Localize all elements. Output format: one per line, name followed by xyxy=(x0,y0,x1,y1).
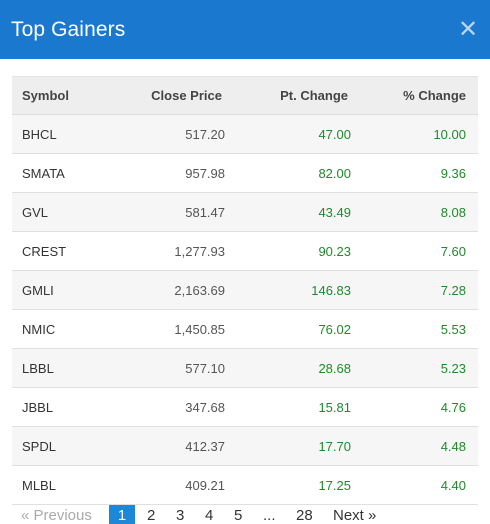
table-row[interactable]: LBBL 577.10 28.68 5.23 xyxy=(12,348,478,388)
modal-title: Top Gainers xyxy=(11,17,126,41)
cell-symbol: GMLI xyxy=(22,282,54,298)
cell-close-price: 1,277.93 xyxy=(174,243,225,259)
cell-pct-change: 4.48 xyxy=(440,438,466,454)
cell-close-price: 1,450.85 xyxy=(174,321,225,337)
page-link-3[interactable]: 3 xyxy=(176,507,185,524)
previous-page-link: « Previous xyxy=(21,507,92,524)
cell-close-price: 517.20 xyxy=(185,126,225,142)
table-row[interactable]: MLBL 409.21 17.25 4.40 xyxy=(12,465,478,505)
cell-pt-change: 17.70 xyxy=(318,438,351,454)
cell-symbol: GVL xyxy=(22,204,49,220)
cell-symbol: CREST xyxy=(22,243,67,259)
page-link-28[interactable]: 28 xyxy=(296,507,313,524)
cell-pct-change: 4.76 xyxy=(440,399,466,415)
cell-pt-change: 82.00 xyxy=(318,165,351,181)
page-ellipsis: ... xyxy=(263,507,276,524)
cell-close-price: 347.68 xyxy=(185,399,225,415)
cell-symbol: MLBL xyxy=(22,477,56,493)
table-row[interactable]: BHCL 517.20 47.00 10.00 xyxy=(12,114,478,154)
table-row[interactable]: CREST 1,277.93 90.23 7.60 xyxy=(12,231,478,271)
cell-pt-change: 146.83 xyxy=(311,282,351,298)
pagination: « Previous 1 2 3 4 5 ... 28 Next » xyxy=(0,505,490,524)
close-icon[interactable]: ✕ xyxy=(457,15,479,43)
cell-pct-change: 5.53 xyxy=(440,321,466,337)
cell-pt-change: 17.25 xyxy=(318,477,351,493)
page-link-5[interactable]: 5 xyxy=(234,507,243,524)
cell-pct-change: 8.08 xyxy=(440,204,466,220)
cell-symbol: SMATA xyxy=(22,165,65,181)
table-header-row: Symbol Close Price Pt. Change % Change xyxy=(12,76,478,115)
gainers-table: Symbol Close Price Pt. Change % Change B… xyxy=(12,76,478,505)
cell-close-price: 412.37 xyxy=(185,438,225,454)
page-link-1[interactable]: 1 xyxy=(109,505,135,524)
table-row[interactable]: SMATA 957.98 82.00 9.36 xyxy=(12,153,478,193)
cell-symbol: SPDL xyxy=(22,438,56,454)
next-page-link[interactable]: Next » xyxy=(333,507,377,524)
cell-close-price: 577.10 xyxy=(185,360,225,376)
gainers-table-container: Symbol Close Price Pt. Change % Change B… xyxy=(12,76,478,505)
cell-pt-change: 15.81 xyxy=(318,399,351,415)
table-row[interactable]: JBBL 347.68 15.81 4.76 xyxy=(12,387,478,427)
cell-symbol: JBBL xyxy=(22,399,54,415)
cell-pt-change: 47.00 xyxy=(318,126,351,142)
cell-pct-change: 9.36 xyxy=(440,165,466,181)
cell-pct-change: 4.40 xyxy=(440,477,466,493)
table-row[interactable]: NMIC 1,450.85 76.02 5.53 xyxy=(12,309,478,349)
header-symbol[interactable]: Symbol xyxy=(22,88,69,103)
cell-close-price: 2,163.69 xyxy=(174,282,225,298)
cell-pct-change: 5.23 xyxy=(440,360,466,376)
cell-close-price: 409.21 xyxy=(185,477,225,493)
header-close-price[interactable]: Close Price xyxy=(151,88,222,103)
cell-pt-change: 90.23 xyxy=(318,243,351,259)
cell-symbol: LBBL xyxy=(22,360,54,376)
cell-pct-change: 7.28 xyxy=(440,282,466,298)
page-link-4[interactable]: 4 xyxy=(205,507,214,524)
cell-pt-change: 76.02 xyxy=(318,321,351,337)
cell-pct-change: 7.60 xyxy=(440,243,466,259)
header-pt-change[interactable]: Pt. Change xyxy=(280,88,348,103)
cell-symbol: NMIC xyxy=(22,321,56,337)
page-link-2[interactable]: 2 xyxy=(147,507,156,524)
table-row[interactable]: GVL 581.47 43.49 8.08 xyxy=(12,192,478,232)
table-row[interactable]: SPDL 412.37 17.70 4.48 xyxy=(12,426,478,466)
cell-pt-change: 28.68 xyxy=(318,360,351,376)
cell-pt-change: 43.49 xyxy=(318,204,351,220)
cell-close-price: 581.47 xyxy=(185,204,225,220)
cell-symbol: BHCL xyxy=(22,126,57,142)
cell-pct-change: 10.00 xyxy=(433,126,466,142)
header-pct-change[interactable]: % Change xyxy=(403,88,466,103)
cell-close-price: 957.98 xyxy=(185,165,225,181)
modal-header: Top Gainers ✕ xyxy=(0,0,490,59)
table-row[interactable]: GMLI 2,163.69 146.83 7.28 xyxy=(12,270,478,310)
